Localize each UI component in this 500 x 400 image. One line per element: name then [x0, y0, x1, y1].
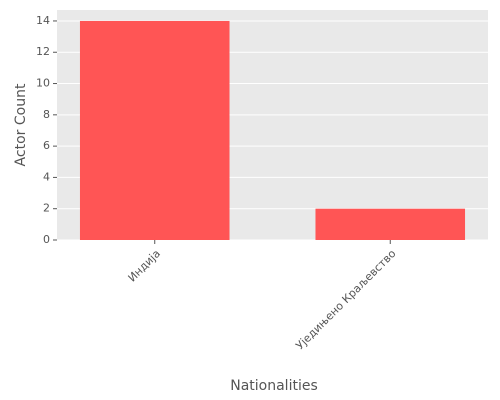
x-tick-label: Уједињено Краљевство — [293, 247, 398, 352]
y-tick-label: 6 — [43, 139, 50, 152]
x-axis-label: Nationalities — [230, 378, 318, 394]
y-axis-label: Actor Count — [13, 83, 29, 166]
y-tick-label: 12 — [36, 45, 50, 58]
y-tick-label: 10 — [36, 77, 50, 90]
y-tick-label: 2 — [43, 202, 50, 215]
bar — [79, 20, 230, 241]
y-tick-label: 14 — [36, 14, 50, 27]
bar — [315, 208, 466, 240]
y-tick-label: 0 — [43, 233, 50, 246]
y-tick-label: 4 — [43, 170, 50, 183]
x-tick-label: Индија — [126, 247, 163, 284]
y-tick-label: 8 — [43, 108, 50, 121]
